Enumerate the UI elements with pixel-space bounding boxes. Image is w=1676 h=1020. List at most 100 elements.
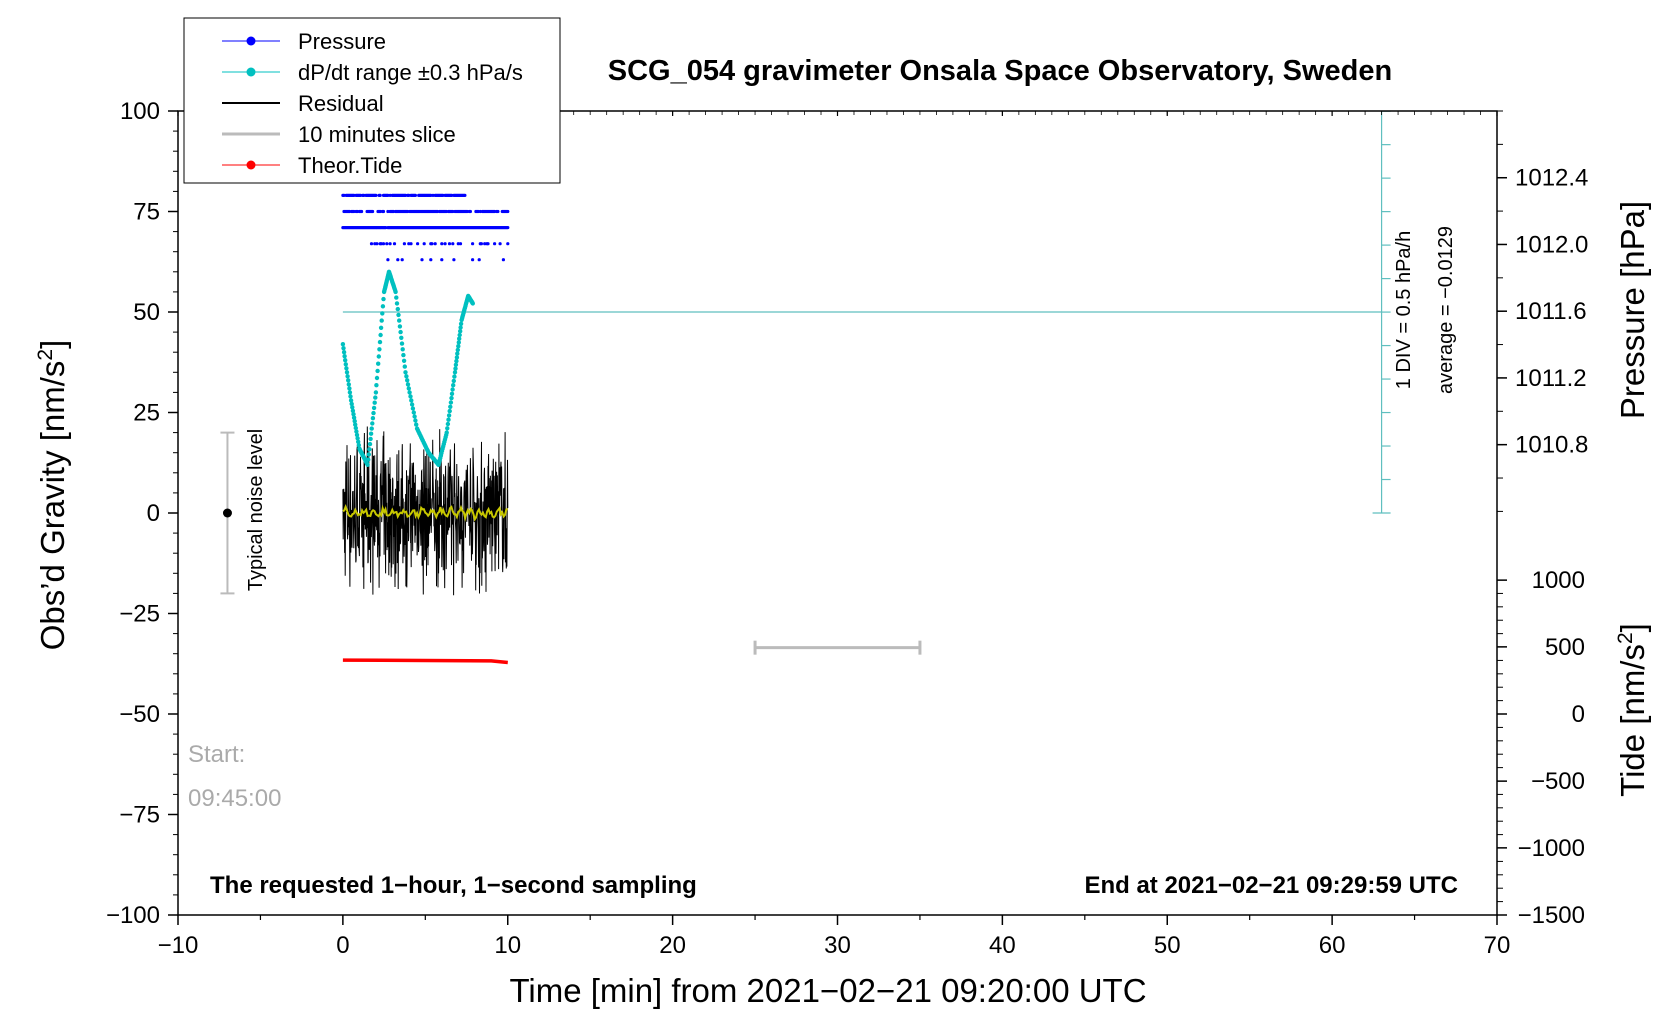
dpdt-point [450,387,455,392]
pressure-point [386,193,390,197]
dpdt-point [444,430,449,435]
dpdt-point [410,406,416,411]
pressure-point [381,209,386,214]
pressure-point [451,209,455,214]
dpdt-point [348,398,354,403]
dpdt-point [394,301,400,306]
tide-tick-label: 1000 [1532,567,1585,594]
x-tick-label: 50 [1154,932,1181,959]
dpdt-point [396,312,401,318]
dpdt-point [347,390,353,395]
dpdt-point [356,439,361,444]
dpdt-point [452,374,457,379]
legend-label: Theor.Tide [298,153,402,178]
plot-frame-layer: −10 0 10 20 30 40 50 60 70−100−75−50−25025507510… [106,98,1588,959]
noise-bar-center [222,508,232,518]
dpdt-point [350,405,355,410]
pressure-point [471,258,475,262]
dpdt-point [374,375,380,381]
pressure-point [465,209,469,214]
pressure-series [341,193,510,262]
pressure-point [352,209,356,214]
dpdt-point [397,318,402,323]
dpdt-point [344,366,349,371]
pressure-point [375,242,379,246]
pressure-point [441,193,445,197]
dpdt-point [367,447,372,452]
dpdt-point [393,289,398,295]
pressure-point [458,242,463,246]
legend-label: 10 minutes slice [298,122,456,147]
dpdt-point [447,408,452,414]
bottom-left-note: The requested 1−hour, 1−second sampling [210,872,697,899]
dpdt-point [340,342,346,347]
pressure-point [388,242,392,246]
dpdt-point [398,329,403,335]
residual-series [342,426,509,596]
bottom-right-note: End at 2021−02−21 09:29:59 UTC [1084,872,1458,899]
pressure-point [379,242,383,246]
legend-label: dP/dt range ±0.3 hPa/s [298,60,523,85]
dpdt-point [378,325,384,330]
dpdt-point [341,350,347,355]
dpdt-point [451,378,456,384]
legend-label: Residual [298,91,384,116]
dpdt-point [354,432,360,438]
legend-box [183,17,561,184]
pressure-point [384,226,388,230]
dpdt-point [454,355,460,360]
x-tick-label: 70 [1484,932,1511,959]
y-tick-label: 50 [133,299,160,326]
dpdt-point [413,418,418,423]
dpdt-point [407,390,412,395]
pressure-point [498,242,502,246]
dpdt-point [457,332,462,338]
dpdt-point [372,400,377,405]
dpdt-point [369,426,374,431]
pressure-point [447,242,452,246]
dpdt-point [349,401,354,407]
dpdt-point [350,408,356,413]
pressure-point [433,242,437,246]
legend-marker [246,160,256,170]
dpdt-point [412,414,417,419]
pressure-point [385,242,389,246]
dpdt-point [370,421,375,426]
tide-tick-label: 500 [1545,634,1585,661]
pressure-point [443,242,447,246]
pressure-point [468,209,472,214]
dpdt-point [377,347,382,352]
dpdt-point [402,364,407,369]
pressure-point [444,209,448,214]
dpdt-point [408,394,413,399]
dpdt-point [380,304,386,309]
dpdt-point [405,382,411,387]
pressure-point [342,193,346,197]
pressure-point [506,226,510,230]
pressure-point [435,209,439,214]
pressure-point [371,209,375,214]
dpdt-point [397,324,403,329]
pressure-point [501,258,505,262]
pressure-point [386,209,390,214]
dpdt-point [453,362,459,367]
dpdt-point [456,344,461,349]
dpdt-point [376,354,381,359]
x-tick-label: 60 [1319,932,1346,959]
dpdt-point [448,400,454,405]
pressure-point [413,193,417,197]
dpdt-point [394,295,399,300]
pressure-point [479,242,483,246]
pressure-tick-label: 1011.2 [1515,365,1587,392]
pressure-point [452,258,456,262]
pressure-point [374,193,378,197]
dpdt-series [340,269,475,467]
pressure-point [396,258,400,262]
pressure-point [471,242,475,246]
dpdt-point [343,358,348,363]
dpdt-point [409,402,415,407]
x-tick-label: 30 [824,932,851,959]
dpdt-point [404,374,409,379]
dpdt-point [370,416,376,421]
pressure-tick-label: 1011.6 [1515,298,1587,325]
